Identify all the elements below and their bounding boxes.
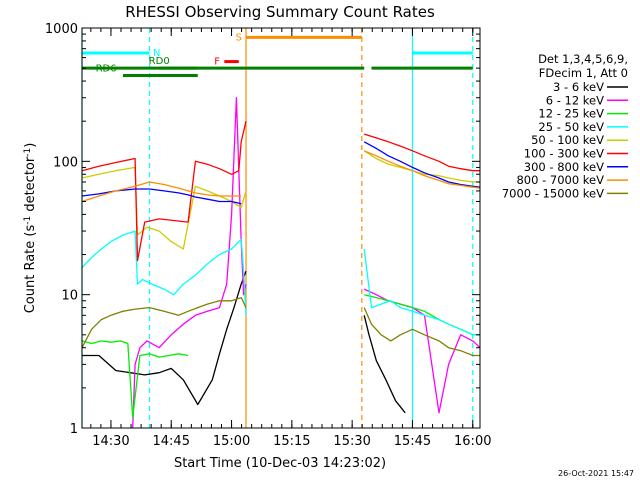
y-tick-label: 1: [70, 422, 78, 437]
legend-label: 12 - 25 keV: [538, 107, 604, 121]
y-label-part: Count Rate (s: [23, 225, 38, 314]
legend-title: Det 1,3,4,5,6,9,: [538, 52, 628, 66]
rd-label: RD6: [96, 64, 117, 75]
series-line: [82, 270, 406, 414]
x-axis: 14:30 14:45 15:00 15:15 15:30 15:45 16:00: [90, 28, 491, 449]
series-line: [81, 150, 481, 203]
series-line: [81, 121, 480, 262]
y-label-part: detector: [23, 156, 38, 216]
x-tick-label: 14:45: [153, 434, 190, 449]
y-axis: 1 10 100 1000: [45, 22, 480, 437]
chart-title: RHESSI Observing Summary Count Rates: [125, 3, 435, 21]
x-tick-label: 15:00: [213, 434, 250, 449]
y-tick-label: 100: [53, 155, 78, 170]
flag-label: S: [236, 32, 242, 43]
legend: Det 1,3,4,5,6,9, FDecim 1, Att 0 3 - 6 k…: [502, 52, 628, 200]
series-layer: [81, 97, 481, 429]
y-axis-label: Count Rate (s-1 detector-1): [23, 143, 38, 314]
x-axis-label: Start Time (10-Dec-03 14:23:02): [174, 456, 386, 471]
legend-label: 800 - 7000 keV: [516, 173, 604, 187]
legend-label: 50 - 100 keV: [531, 133, 604, 147]
legend-label: 25 - 50 keV: [538, 120, 604, 134]
series-line: [81, 150, 480, 250]
legend-label: 6 - 12 keV: [546, 93, 604, 107]
y-label-sup: -1: [23, 216, 33, 225]
x-tick-label: 14:30: [92, 434, 129, 449]
rd-label: RD0: [149, 56, 170, 67]
flag-label: F: [214, 57, 220, 68]
legend-label: 100 - 300 keV: [524, 147, 604, 161]
timestamp: 26-Oct-2021 15:47: [558, 469, 634, 478]
legend-label: 3 - 6 keV: [553, 80, 604, 94]
y-tick-label: 1000: [45, 22, 78, 37]
x-tick-label: 15:45: [394, 434, 431, 449]
legend-title: FDecim 1, Att 0: [539, 66, 628, 80]
x-tick-label: 15:15: [273, 434, 310, 449]
series-line: [81, 230, 480, 336]
plot-frame: [81, 27, 481, 429]
flag-label: N: [153, 48, 160, 59]
series-line: [81, 296, 480, 357]
legend-label: 300 - 800 keV: [524, 160, 604, 174]
x-tick-label: 15:30: [333, 434, 370, 449]
y-label-sup: -1: [23, 148, 33, 157]
legend-label: 7000 - 15000 keV: [502, 186, 604, 200]
y-tick-label: 10: [61, 289, 78, 304]
y-label-part: ): [23, 143, 38, 148]
x-tick-label: 16:00: [454, 434, 491, 449]
